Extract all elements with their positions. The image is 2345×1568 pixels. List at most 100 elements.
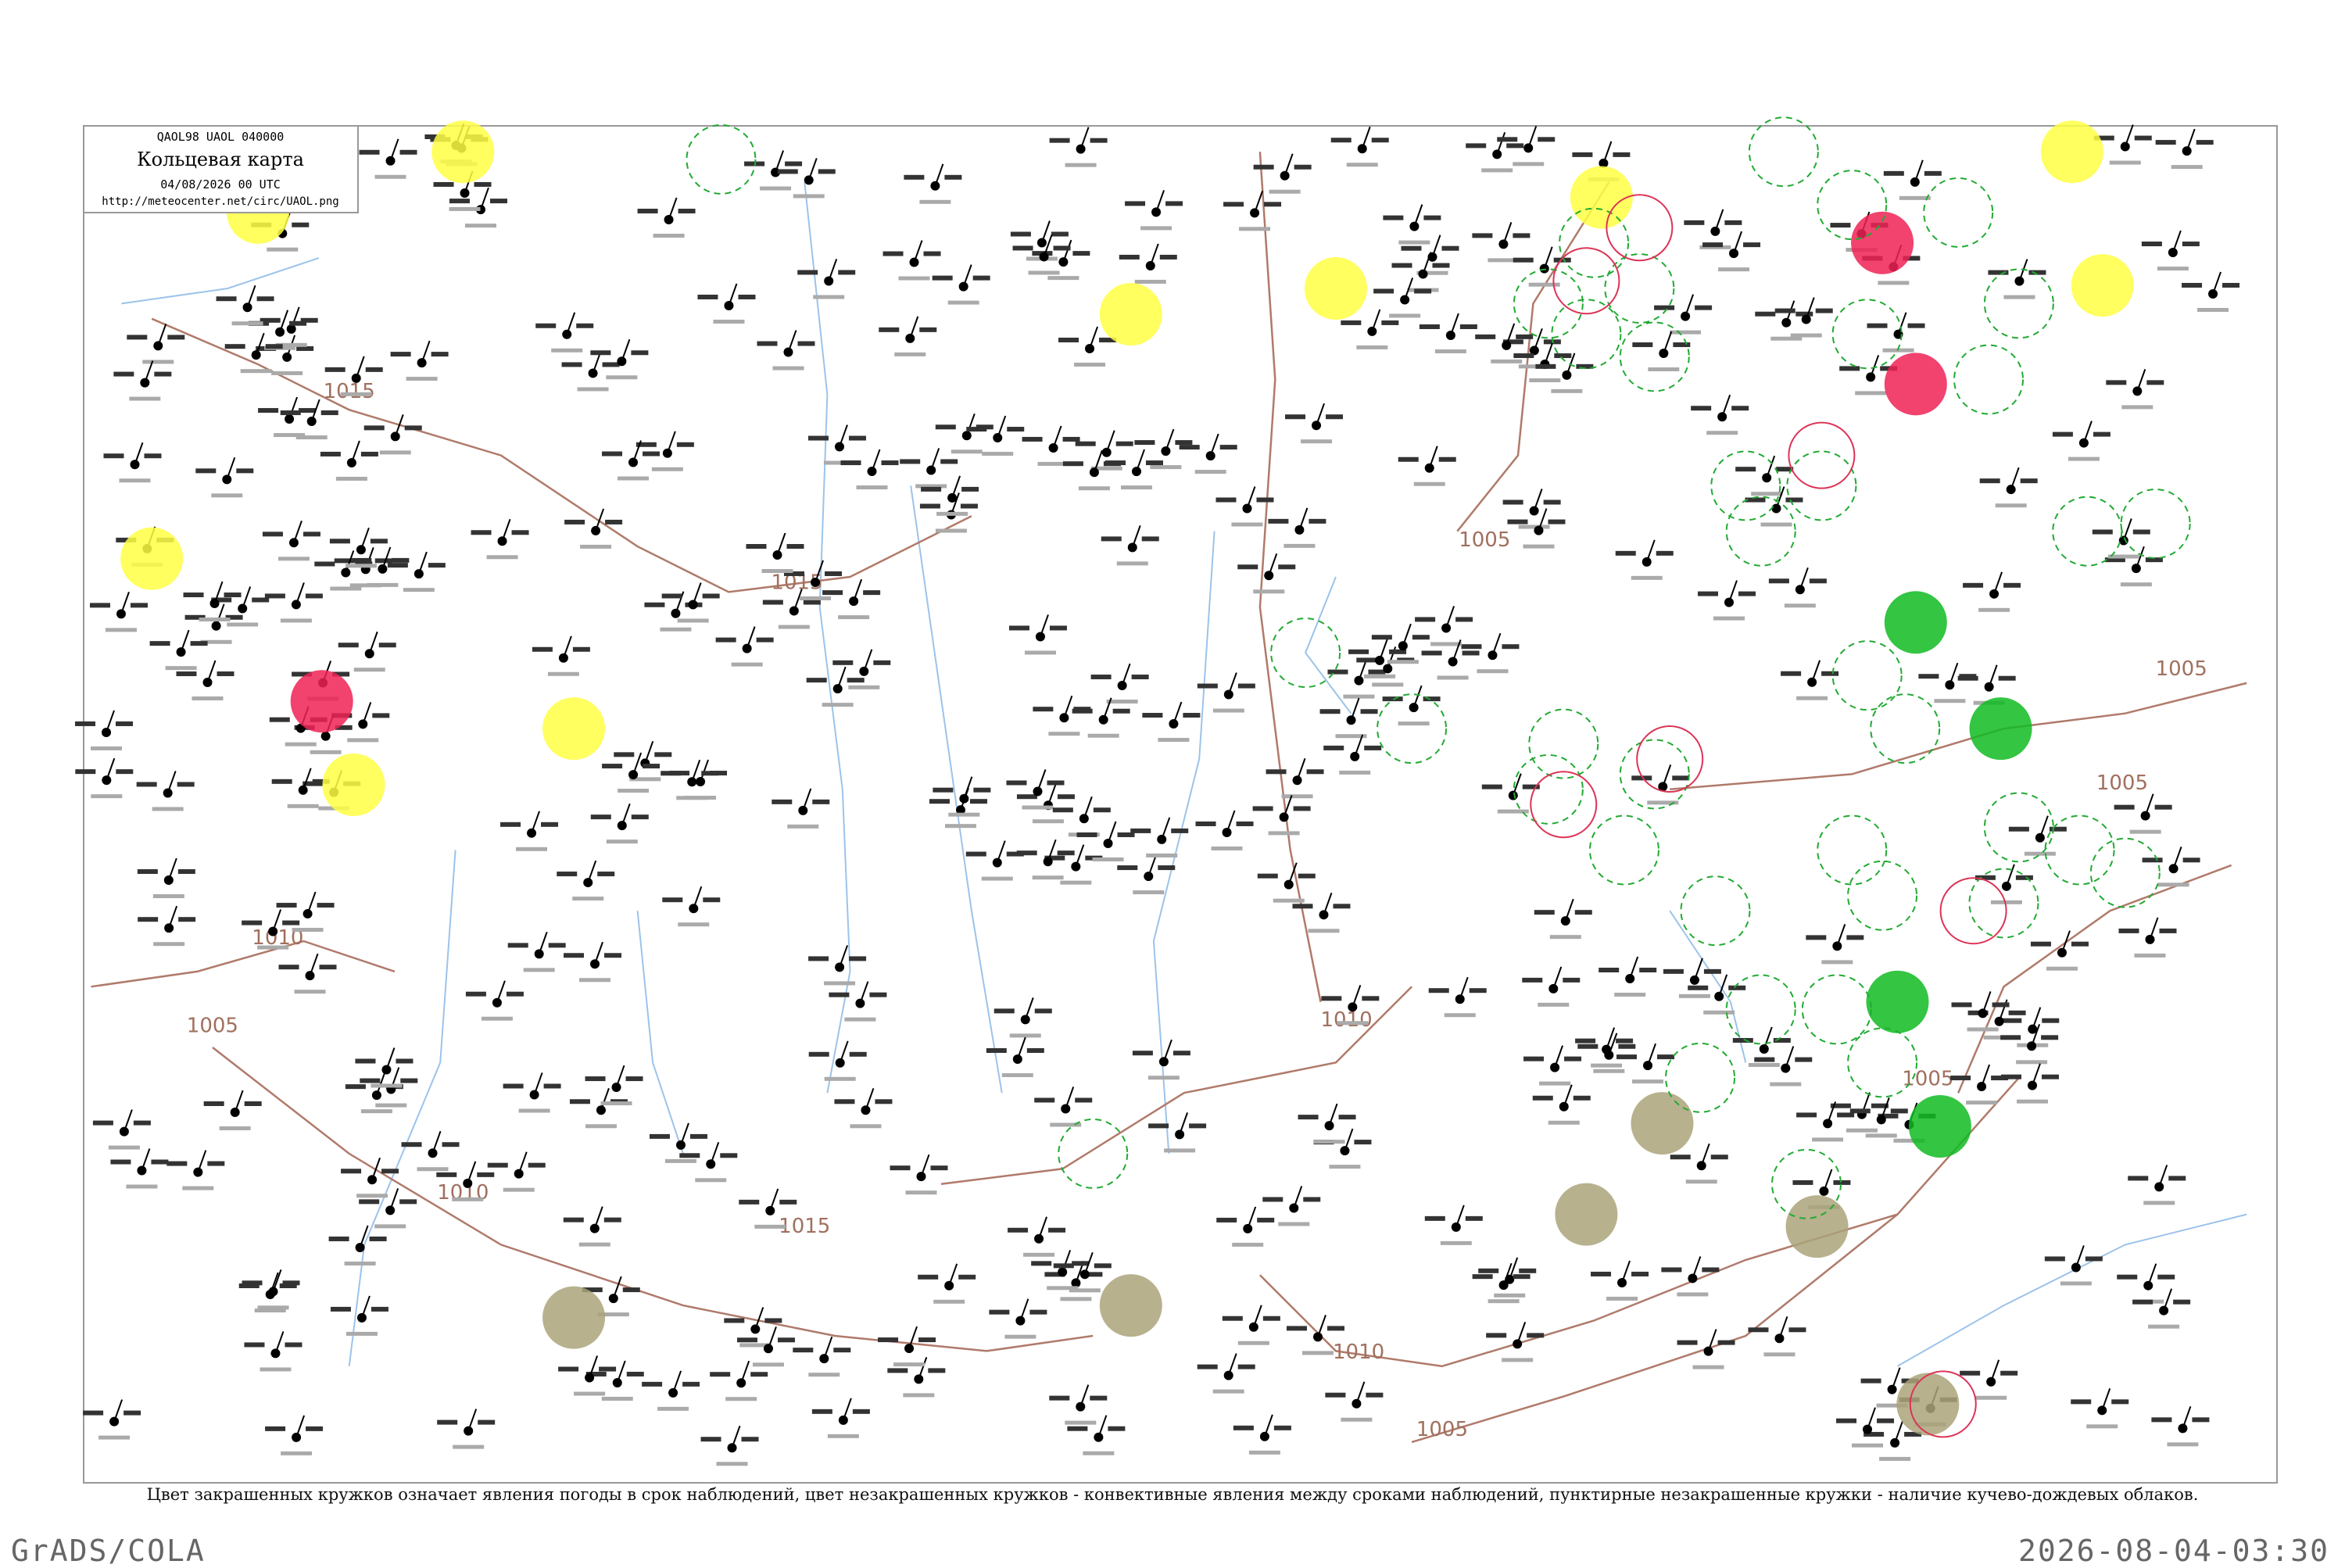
station: [75, 757, 134, 799]
station-numbers: [1863, 1431, 1885, 1437]
wind-barb: [836, 666, 847, 689]
station-numbers: [1278, 564, 1296, 570]
weather-circle: [1631, 1092, 1694, 1155]
station-name: [1389, 313, 1421, 318]
station-name: [597, 1312, 629, 1317]
wind-barb: [1629, 956, 1639, 979]
station-numbers: [282, 920, 300, 925]
station-numbers: [2114, 804, 2135, 810]
station-numbers: [528, 1162, 546, 1168]
station: [1072, 697, 1130, 738]
station-numbers: [1877, 1418, 1895, 1423]
wind-barb: [1246, 486, 1256, 509]
wind-barb: [1563, 1084, 1573, 1108]
station: [351, 546, 410, 587]
station: [1348, 638, 1407, 678]
station-numbers: [1053, 245, 1071, 251]
wind-barb: [1083, 1251, 1094, 1275]
station: [224, 332, 283, 374]
station-numbers: [1792, 1180, 1813, 1185]
station: [1806, 924, 1864, 965]
station-name: [618, 789, 650, 793]
station-numbers: [319, 965, 337, 970]
station-name: [676, 796, 708, 800]
station-numbers: [932, 275, 953, 281]
station-name: [2157, 882, 2189, 887]
station: [136, 771, 195, 811]
station-numbers: [879, 327, 900, 332]
station-numbers: [363, 425, 385, 431]
station-numbers: [602, 764, 623, 769]
station: [1428, 976, 1487, 1018]
station: [2114, 793, 2172, 834]
station: [487, 1151, 546, 1192]
wind-barb: [1131, 525, 1141, 548]
station-numbers: [2000, 1035, 2021, 1040]
station: [1960, 1359, 2018, 1400]
station-name: [1685, 1180, 1717, 1184]
cb-circle: [1619, 321, 1690, 392]
station: [715, 626, 774, 667]
station-numbers: [1057, 850, 1075, 856]
cb-circle: [1748, 116, 1819, 188]
station: [1534, 898, 1592, 940]
weather-circle: [1570, 166, 1633, 229]
station-numbers: [478, 1419, 496, 1425]
station-name: [629, 777, 661, 782]
weather-circle: [542, 697, 606, 761]
station-numbers: [1262, 1316, 1280, 1321]
station-numbers: [442, 1142, 460, 1147]
station-name: [1966, 1101, 1998, 1105]
station: [1918, 662, 1977, 703]
station-name: [1281, 794, 1313, 799]
station-name: [2109, 160, 2141, 165]
station-numbers: [244, 1101, 262, 1106]
station-numbers: [904, 174, 925, 180]
station-name: [1037, 461, 1069, 466]
station-numbers: [2155, 140, 2176, 145]
station: [724, 1307, 782, 1348]
station-numbers: [1115, 441, 1133, 446]
wind-barb: [692, 582, 702, 605]
station-name: [292, 928, 324, 933]
station-numbers: [852, 1409, 870, 1414]
station: [602, 440, 661, 481]
station-numbers: [1398, 456, 1419, 462]
wind-barb: [1165, 428, 1175, 452]
station: [1535, 353, 1594, 393]
isobar-label: 1005: [1416, 1418, 1468, 1441]
cb-circle: [1058, 1118, 1129, 1189]
cb-circle: [1770, 1148, 1842, 1219]
weather-circle: [1555, 1183, 1618, 1246]
wind-barb: [948, 1263, 958, 1287]
station-numbers: [264, 593, 285, 599]
station-name: [848, 685, 880, 689]
station-numbers: [1072, 1261, 1090, 1266]
station-numbers: [605, 519, 623, 524]
convective-circle: [1606, 194, 1674, 262]
wind-barb: [123, 1109, 133, 1132]
station: [387, 551, 446, 592]
station-numbers: [808, 1051, 829, 1057]
weather-circle: [2071, 254, 2134, 317]
wind-barb: [295, 582, 305, 605]
station-numbers: [1072, 708, 1093, 714]
station-name: [152, 894, 184, 899]
station-numbers: [1049, 1395, 1070, 1401]
station: [1497, 126, 1556, 166]
station-name: [142, 360, 174, 364]
station-numbers: [643, 764, 661, 769]
station-name: [1899, 195, 1931, 200]
station-numbers: [137, 869, 158, 875]
station-numbers: [300, 317, 318, 323]
station-numbers: [2141, 242, 2162, 247]
station-name: [257, 1305, 289, 1310]
station: [1067, 1415, 1126, 1455]
station-numbers: [324, 367, 345, 372]
station-numbers: [1158, 865, 1176, 871]
station: [1486, 1322, 1545, 1362]
station-name: [2167, 1442, 2199, 1447]
wind-barb: [1733, 231, 1742, 254]
station-numbers: [679, 1153, 700, 1158]
station-name: [1398, 721, 1430, 726]
